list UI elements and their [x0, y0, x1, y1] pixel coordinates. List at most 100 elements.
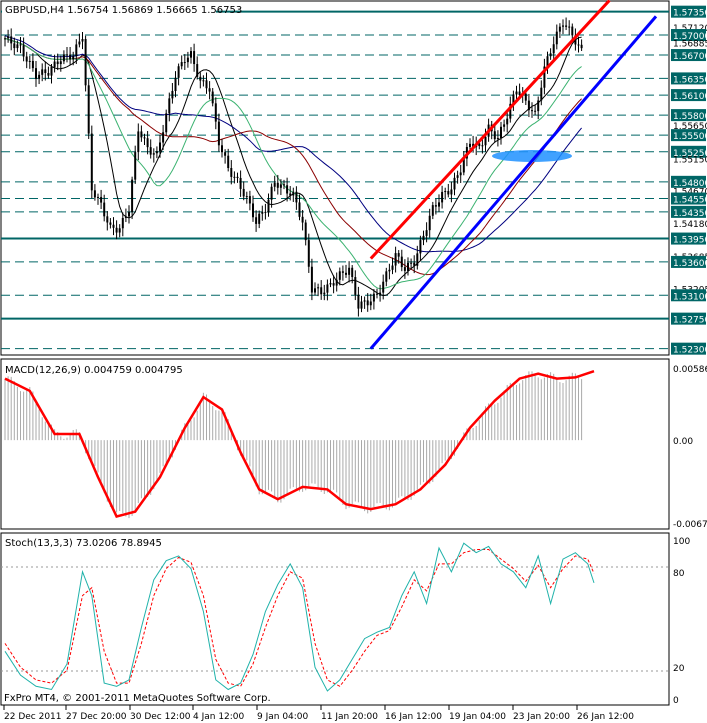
main-panel-frame	[0, 0, 670, 356]
price-axis-label: 1.55150	[673, 155, 707, 165]
price-axis-label: 1.55500	[673, 132, 707, 142]
price-axis-label: 1.53600	[673, 259, 707, 269]
candle-body	[22, 45, 25, 57]
candle-body	[326, 284, 329, 293]
candle-body	[410, 262, 413, 264]
candle-body	[320, 287, 323, 295]
candle-body	[301, 216, 304, 223]
candle-body	[469, 143, 471, 148]
candle-body	[366, 300, 369, 306]
candle-body	[558, 26, 561, 32]
candle-body	[199, 76, 202, 81]
candle-body	[304, 222, 307, 241]
candle-body	[335, 279, 338, 286]
candle-body	[261, 211, 264, 214]
candle-body	[180, 62, 183, 67]
candle-body	[255, 217, 258, 224]
macd-panel: MACD(12,26,9) 0.004759 0.004795 0.005860…	[0, 358, 707, 530]
candle-body	[239, 177, 242, 189]
candle-body	[236, 176, 239, 178]
candle-body	[351, 267, 354, 278]
price-label-box	[671, 255, 706, 268]
time-axis-label: 11 Jan 20:00	[321, 712, 378, 722]
candle-body	[382, 281, 385, 293]
candle-body	[438, 202, 440, 207]
candle-body	[38, 74, 41, 79]
candle-body	[186, 57, 189, 63]
price-axis-label: 1.56350	[673, 75, 707, 85]
macd-axis: 0.00586 0.00 -0.00673	[673, 365, 707, 530]
candle-body	[69, 54, 72, 60]
candle-body	[549, 53, 552, 57]
candle-body	[444, 191, 447, 193]
stoch-axis: 100 80 20 0	[673, 537, 690, 706]
price-label-box	[671, 129, 706, 142]
candle-body	[202, 80, 205, 82]
blue-channel-line[interactable]	[369, 15, 658, 350]
candle-body	[518, 91, 521, 95]
candle-body	[208, 88, 211, 92]
candle-body	[10, 36, 13, 44]
candle-body	[388, 269, 391, 272]
stochastic-panel: Stoch(13,3,3) 73.0206 78.8945 100 80 20 0 F…	[0, 532, 690, 706]
candle-body	[484, 136, 487, 146]
price-axis-label: 1.56885	[673, 40, 707, 50]
candle-body	[450, 189, 453, 195]
candle-body	[348, 267, 351, 275]
candle-body	[72, 56, 75, 60]
candle-body	[174, 77, 177, 91]
candle-body	[159, 142, 161, 152]
candle-body	[211, 91, 214, 104]
price-axis-label: 1.57120	[673, 24, 707, 34]
candle-body	[376, 293, 378, 295]
candle-body	[307, 240, 310, 267]
price-label-box	[671, 312, 706, 325]
candle-body	[134, 152, 137, 180]
candle-body	[242, 188, 245, 197]
time-axis-label: 27 Dec 20:00	[66, 712, 127, 722]
candle-body	[270, 186, 273, 200]
time-axis-label: 22 Dec 2011	[4, 712, 62, 722]
candle-body	[295, 191, 298, 203]
candle-body	[152, 153, 155, 155]
price-label-box	[671, 72, 706, 85]
time-axis-label: 30 Dec 12:00	[130, 712, 191, 722]
candle-body	[289, 193, 292, 196]
stoch-signal-line	[4, 549, 595, 687]
candle-body	[217, 121, 220, 146]
candle-body	[562, 25, 564, 27]
candle-body	[577, 44, 580, 46]
candle-body	[233, 176, 236, 178]
candle-body	[90, 133, 93, 191]
symbol-label: GBPUSD,H4 1.56754 1.56869 1.56665 1.5675…	[5, 5, 242, 16]
macd-panel-frame	[0, 358, 670, 530]
candle-body	[248, 196, 251, 204]
candle-body	[360, 301, 363, 309]
red-channel-line[interactable]	[369, 0, 611, 260]
candle-body	[400, 256, 403, 268]
time-axis-label: 16 Jan 12:00	[385, 712, 442, 722]
candle-body	[124, 216, 127, 218]
candle-body	[534, 110, 537, 112]
candle-body	[512, 94, 515, 104]
candle-body	[369, 301, 372, 306]
macd-label: MACD(12,26,9) 0.004759 0.004795	[5, 365, 183, 376]
candle-body	[509, 103, 512, 119]
candle-body	[273, 182, 276, 187]
candle-body	[137, 131, 140, 153]
candle-body	[503, 124, 506, 127]
candle-body	[283, 184, 285, 186]
candle-body	[25, 56, 28, 62]
candle-body	[546, 56, 549, 67]
macd-axis-label: 0.00586	[673, 365, 707, 375]
candle-body	[106, 216, 109, 223]
symbol-label-bg	[2, 2, 216, 16]
candle-body	[115, 227, 118, 233]
candle-body	[196, 64, 199, 77]
candle-body	[143, 137, 146, 139]
price-axis-label: 1.52750	[673, 316, 707, 326]
candle-body	[481, 145, 484, 147]
candle-body	[543, 66, 546, 88]
candle-body	[345, 272, 347, 275]
